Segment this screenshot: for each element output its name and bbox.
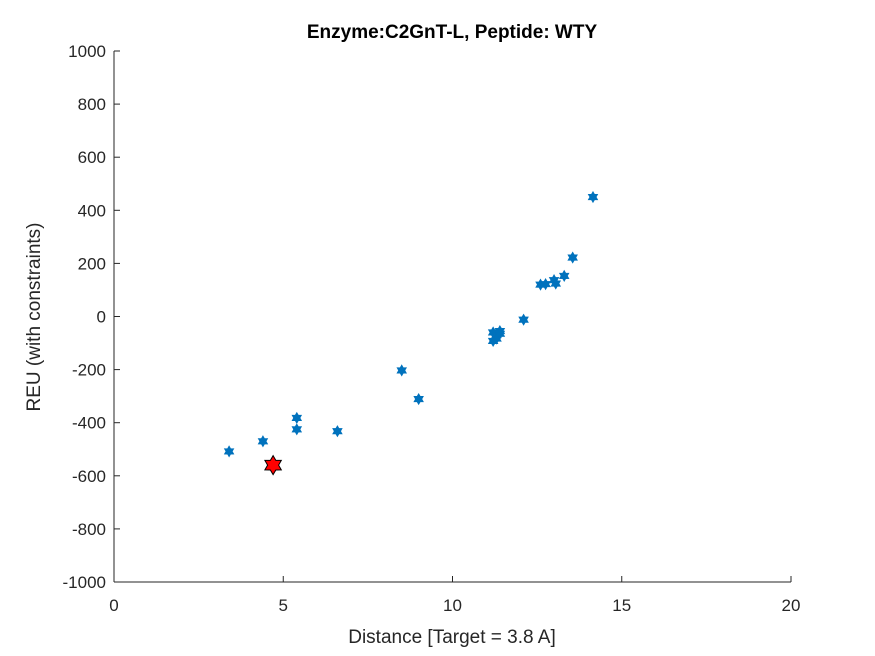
data-point bbox=[540, 278, 551, 291]
y-tick-label: 1000 bbox=[68, 42, 106, 61]
y-tick-label: -200 bbox=[72, 361, 106, 380]
y-tick-label: 800 bbox=[78, 95, 106, 114]
data-point bbox=[223, 445, 235, 458]
x-axis-label: Distance [Target = 3.8 A] bbox=[348, 627, 556, 648]
y-tick-label: -800 bbox=[72, 520, 106, 539]
x-tick-label: 5 bbox=[279, 596, 288, 615]
data-point bbox=[567, 251, 578, 264]
highlight-point bbox=[264, 454, 283, 476]
x-tick-label: 10 bbox=[443, 596, 462, 615]
y-tick-label: -1000 bbox=[63, 573, 106, 592]
x-tick-label: 15 bbox=[612, 596, 631, 615]
data-point bbox=[518, 313, 529, 326]
x-tick-label: 20 bbox=[782, 596, 801, 615]
data-point bbox=[257, 435, 269, 448]
data-point bbox=[558, 269, 570, 282]
data-point bbox=[413, 392, 424, 406]
x-axis-ticks: 0 5 10 15 20 bbox=[109, 576, 800, 615]
chart-title: Enzyme:C2GnT-L, Peptide: WTY bbox=[307, 22, 598, 43]
y-tick-label: 0 bbox=[97, 308, 106, 327]
data-point bbox=[332, 425, 343, 438]
y-axis-label: REU (with constraints) bbox=[24, 223, 45, 412]
y-tick-label: 400 bbox=[78, 201, 106, 220]
data-point bbox=[550, 277, 562, 290]
y-axis-ticks: -1000 -800 -600 -400 -200 0 200 400 600 800 1000 bbox=[63, 42, 120, 592]
data-point bbox=[291, 423, 303, 436]
data-point bbox=[587, 190, 599, 204]
y-tick-label: 600 bbox=[78, 148, 106, 167]
y-tick-label: 200 bbox=[78, 254, 106, 273]
data-point bbox=[291, 411, 303, 425]
y-tick-label: -400 bbox=[72, 414, 106, 433]
data-points bbox=[223, 190, 599, 476]
data-point bbox=[494, 327, 506, 340]
y-tick-label: -600 bbox=[72, 467, 106, 486]
data-point bbox=[396, 364, 408, 377]
x-tick-label: 0 bbox=[109, 596, 118, 615]
